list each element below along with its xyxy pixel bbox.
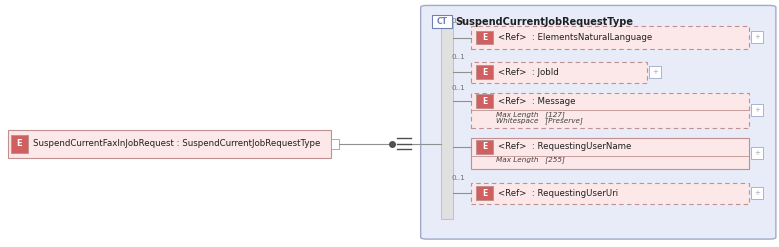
Text: 0..1: 0..1 [452, 175, 466, 181]
FancyBboxPatch shape [751, 104, 763, 116]
Text: E: E [482, 143, 487, 151]
Text: +: + [754, 34, 760, 40]
FancyBboxPatch shape [471, 93, 749, 128]
FancyBboxPatch shape [471, 26, 749, 49]
Text: <Ref>  : Message: <Ref> : Message [498, 97, 575, 106]
Text: <Ref>  : JobId: <Ref> : JobId [498, 68, 559, 77]
Text: 0..1: 0..1 [452, 85, 466, 91]
FancyBboxPatch shape [11, 135, 28, 153]
Text: SuspendCurrentJobRequestType: SuspendCurrentJobRequestType [455, 17, 633, 27]
FancyBboxPatch shape [441, 23, 453, 219]
Text: E: E [16, 139, 23, 148]
FancyBboxPatch shape [8, 130, 331, 158]
Text: Max Length   [255]: Max Length [255] [496, 157, 565, 164]
FancyBboxPatch shape [476, 31, 493, 44]
Text: Max Length   [127]: Max Length [127] [496, 111, 565, 118]
Text: E: E [482, 33, 487, 42]
Text: +: + [754, 150, 760, 156]
Text: +: + [754, 107, 760, 113]
FancyBboxPatch shape [331, 139, 339, 149]
FancyBboxPatch shape [471, 138, 749, 169]
FancyBboxPatch shape [751, 187, 763, 199]
Text: SuspendCurrentFaxInJobRequest : SuspendCurrentJobRequestType: SuspendCurrentFaxInJobRequest : SuspendC… [33, 139, 320, 148]
Text: <Ref>  : RequestingUserUri: <Ref> : RequestingUserUri [498, 189, 618, 198]
FancyBboxPatch shape [432, 15, 452, 28]
Text: 0..1: 0..1 [452, 54, 466, 60]
FancyBboxPatch shape [471, 183, 749, 204]
FancyBboxPatch shape [751, 147, 763, 159]
Text: Whitespace   [Preserve]: Whitespace [Preserve] [496, 117, 583, 124]
Text: E: E [482, 97, 487, 106]
FancyBboxPatch shape [649, 66, 661, 78]
Text: E: E [482, 189, 487, 198]
Text: +: + [754, 190, 760, 196]
FancyBboxPatch shape [476, 65, 493, 79]
Text: <Ref>  : ElementsNaturalLanguage: <Ref> : ElementsNaturalLanguage [498, 33, 652, 42]
Text: +: + [652, 69, 658, 75]
FancyBboxPatch shape [471, 62, 647, 83]
FancyBboxPatch shape [751, 31, 763, 43]
Text: <Ref>  : RequestingUserName: <Ref> : RequestingUserName [498, 143, 631, 151]
Text: CT: CT [436, 17, 447, 26]
FancyBboxPatch shape [476, 140, 493, 154]
FancyBboxPatch shape [476, 94, 493, 108]
FancyBboxPatch shape [476, 186, 493, 200]
Text: 0..1: 0..1 [452, 18, 466, 24]
FancyBboxPatch shape [421, 5, 776, 239]
Text: E: E [482, 68, 487, 77]
